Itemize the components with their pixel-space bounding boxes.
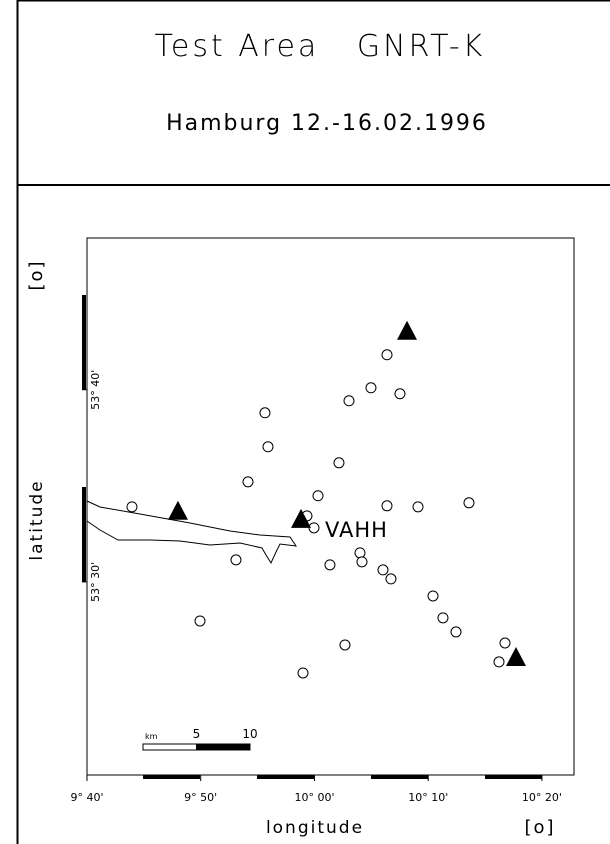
station-marker [397, 320, 418, 340]
scale-unit: km [145, 732, 158, 741]
title: Test Area GNRT-K [155, 29, 486, 64]
event-marker [381, 349, 393, 361]
event-marker [262, 441, 274, 453]
event-marker [499, 637, 511, 649]
event-marker [312, 490, 324, 502]
event-marker [324, 559, 336, 571]
event-marker [493, 656, 505, 668]
event-marker [343, 395, 355, 407]
x-axis-unit: [o] [524, 817, 555, 838]
y-axis-unit: [o] [26, 259, 47, 290]
event-marker [377, 564, 389, 576]
event-marker [463, 497, 475, 509]
event-marker [259, 407, 271, 419]
event-marker [354, 547, 366, 559]
subtitle: Hamburg 12.-16.02.1996 [166, 111, 488, 136]
scale-segment [196, 743, 251, 751]
event-marker [356, 556, 368, 568]
x-axis-label: longitude [266, 818, 364, 838]
event-marker [339, 639, 351, 651]
event-marker [194, 615, 206, 627]
event-marker [126, 501, 138, 513]
scale-segment [142, 743, 197, 751]
axis-bars [82, 295, 542, 779]
event-marker [242, 476, 254, 488]
event-marker [394, 388, 406, 400]
y-axis-label: latitude [27, 479, 47, 560]
x-tick-label: 9° 50' [184, 791, 217, 804]
y-tick-label: 53° 30' [89, 562, 102, 602]
event-marker [450, 626, 462, 638]
event-marker [365, 382, 377, 394]
event-marker [333, 457, 345, 469]
x-tick-label: 10° 10' [408, 791, 448, 804]
event-marker [230, 554, 242, 566]
station-marker [505, 646, 526, 666]
x-tick-label: 10° 00' [294, 791, 334, 804]
event-marker [427, 590, 439, 602]
station-marker [291, 508, 312, 528]
event-marker [385, 573, 397, 585]
scale-label: 5 [193, 727, 201, 741]
coastline [86, 500, 298, 565]
x-tick-label: 9° 40' [70, 791, 103, 804]
event-marker [437, 612, 449, 624]
outer-frame [16, 0, 610, 844]
event-marker [297, 667, 309, 679]
x-tick-label: 10° 20' [522, 791, 562, 804]
station-label: VAHH [325, 518, 388, 542]
station-marker [167, 500, 188, 520]
y-tick-label: 53° 40' [89, 370, 102, 410]
plot-frame [86, 237, 575, 776]
event-marker [412, 501, 424, 513]
scale-label: 10 [242, 727, 257, 741]
event-marker [381, 500, 393, 512]
